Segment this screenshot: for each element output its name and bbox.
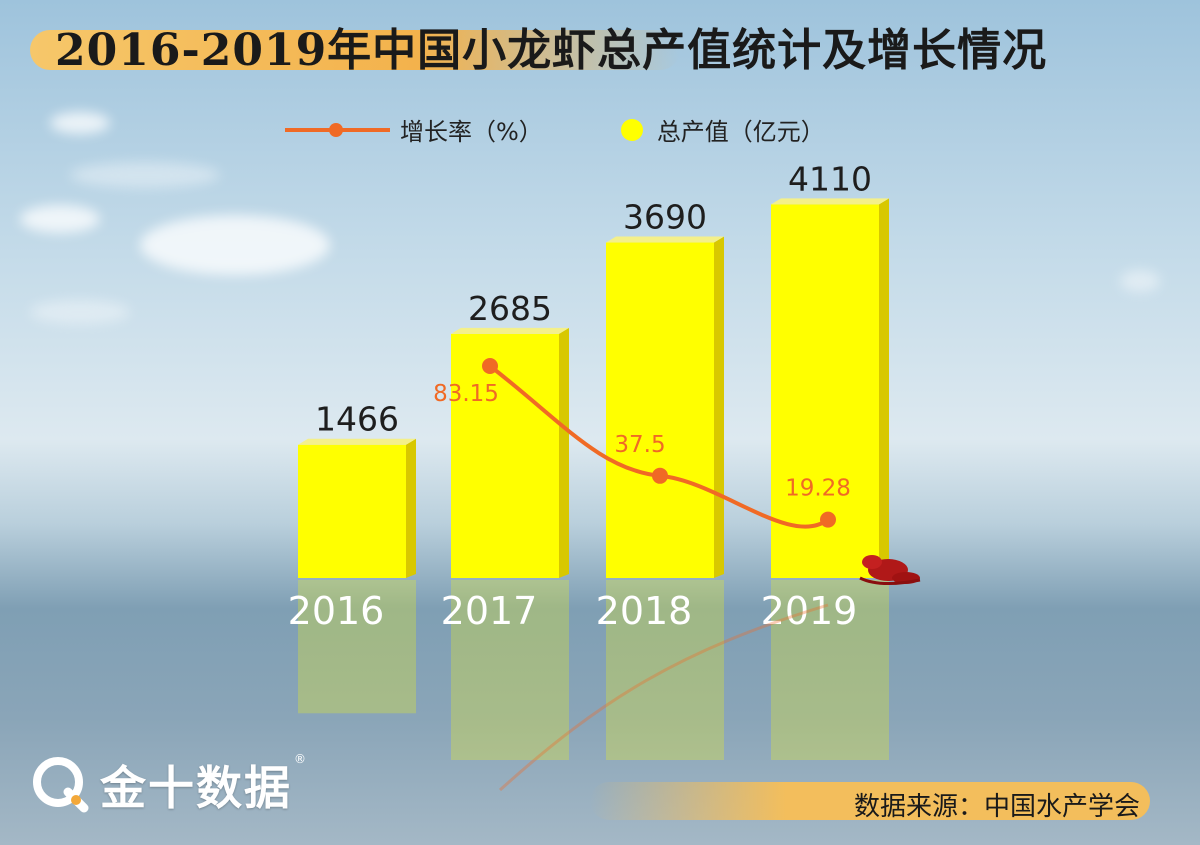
growth-value-label: 83.15 [433,381,499,407]
growth-line-reflection [498,603,829,792]
cloud [70,162,220,188]
bar-reflection [298,580,416,714]
logo: 金十数据 ® [30,752,306,818]
legend-line-swatch [285,122,390,137]
legend-line-label: 增长率（%） [400,118,543,146]
logo-text: 金十数据 [100,761,292,815]
logo-q-icon [33,757,89,813]
data-source: 数据来源：中国水产学会 [853,792,1140,822]
bar-side [559,327,569,578]
bar-value-label: 3690 [623,198,707,237]
bar-side [406,438,416,578]
page-title: 2016-2019年中国小龙虾总产值统计及增长情况 [55,25,1048,76]
x-tick-label: 2018 [596,589,693,633]
bar-value-label: 1466 [315,400,399,439]
bar-side [879,198,889,578]
bar-top [298,438,416,445]
x-tick-label: 2019 [761,589,858,633]
cloud [140,215,330,275]
bar-reflection [451,580,569,760]
bar-value-label: 2685 [468,289,552,328]
growth-value-label: 37.5 [614,432,665,458]
bar-reflection [606,580,724,760]
bar [451,333,559,578]
legend-bar-swatch [620,118,643,141]
bar-top [771,198,889,205]
growth-point [820,511,836,528]
bar [298,444,406,578]
bar-reflection [771,580,889,760]
legend-bar-label: 总产值（亿元） [656,118,825,146]
legend: 增长率（%） 总产值（亿元） [285,112,825,147]
growth-point [652,467,668,484]
cloud [30,300,130,324]
bar-value-label: 4110 [788,159,872,198]
cloud [20,205,100,233]
crayfish-icon [859,555,921,585]
bar [606,242,714,578]
growth-value-label: 19.28 [785,476,851,502]
x-tick-label: 2017 [441,589,538,633]
bar-top [451,327,569,334]
cloud [1120,270,1160,292]
bar-top [606,236,724,243]
cloud [50,112,110,134]
x-tick-label: 2016 [288,589,385,633]
source-highlight [590,782,1150,820]
growth-point [482,358,498,374]
title-highlight [30,30,680,70]
logo-registered-mark: ® [294,752,306,766]
bar-side [714,236,724,578]
